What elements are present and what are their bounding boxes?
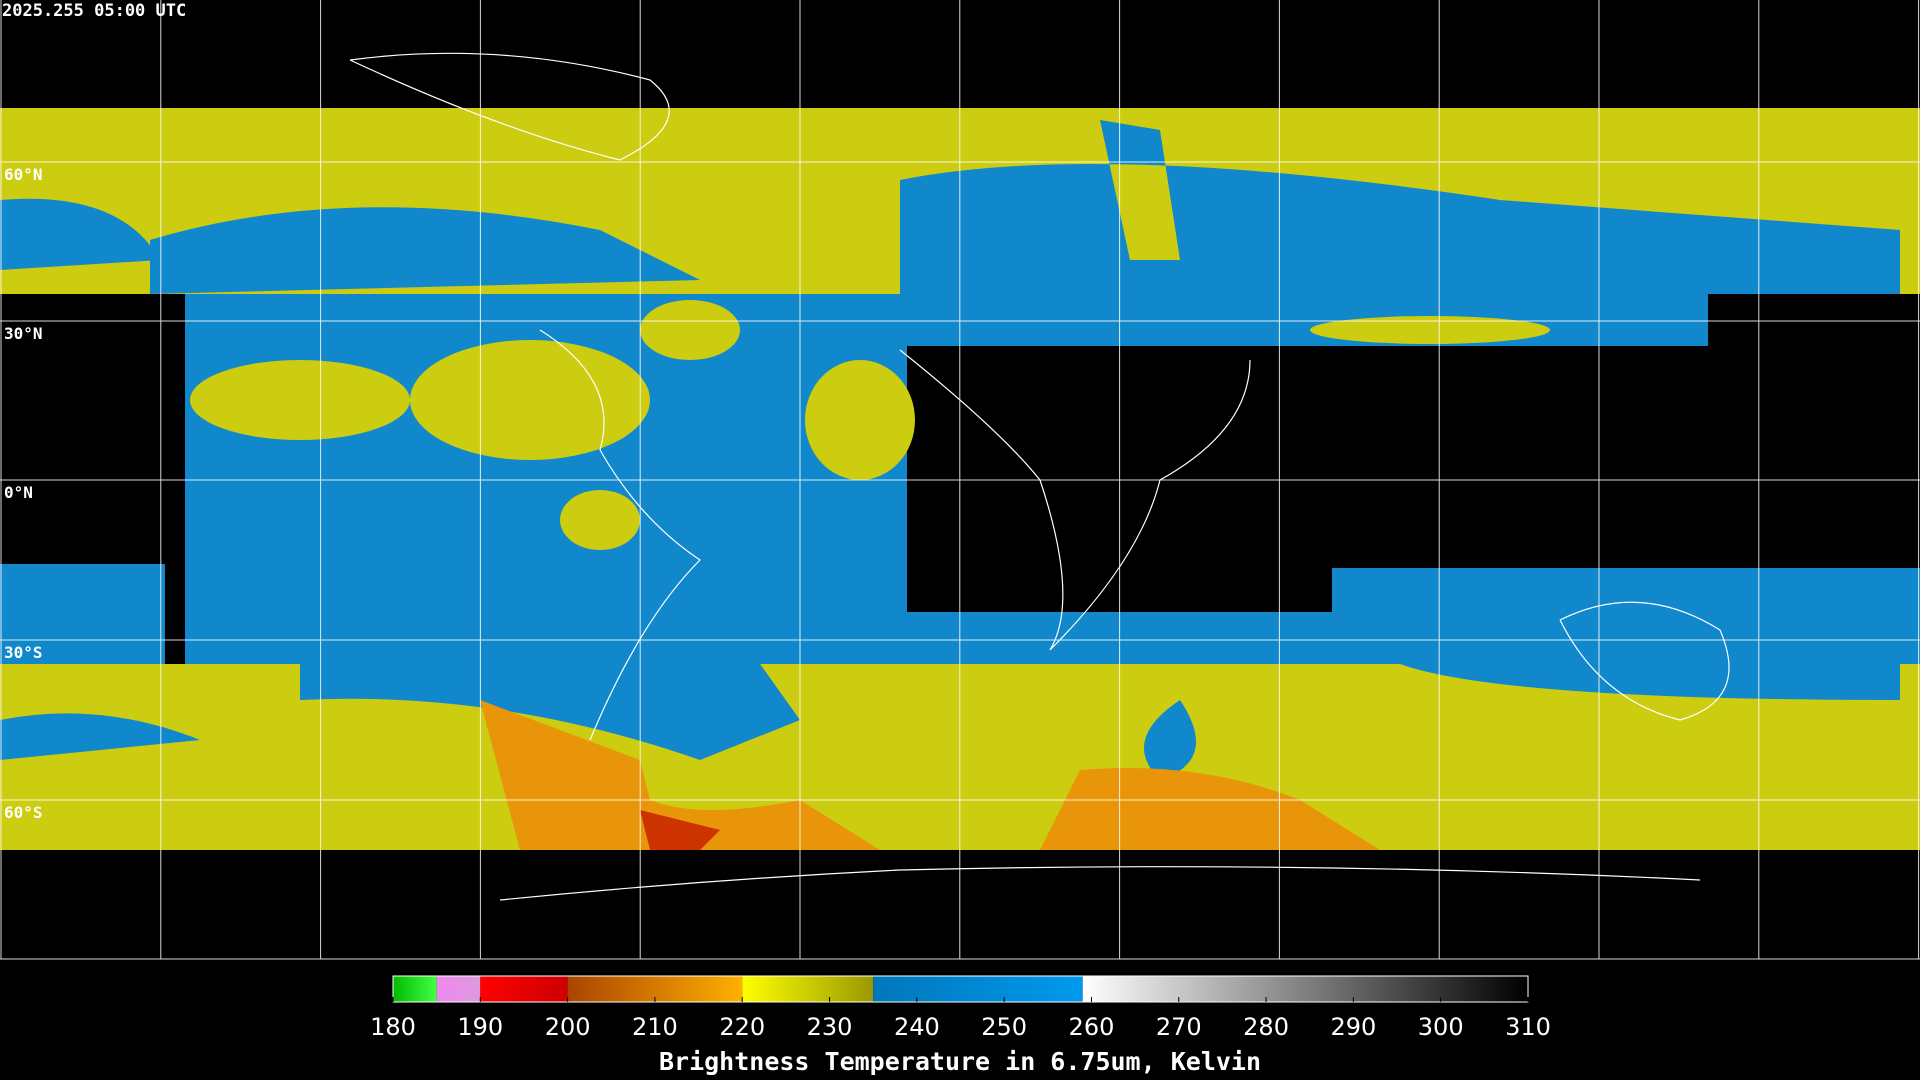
colorbar-tick-label: 190: [457, 1013, 503, 1041]
colorbar-tick-label: 250: [981, 1013, 1027, 1041]
colorbar-segment: [742, 976, 874, 1002]
lat-label: 30°S: [4, 643, 43, 662]
lat-label: 60°N: [4, 165, 43, 184]
lat-label: 0°N: [4, 483, 33, 502]
colorbar-segment: [480, 976, 568, 1002]
colorbar-tick-label: 220: [719, 1013, 765, 1041]
timestamp: 2025.255 05:00 UTC: [2, 1, 186, 21]
colorbar-tick-label: 210: [632, 1013, 678, 1041]
colorbar-tick-label: 310: [1505, 1013, 1551, 1041]
colorbar-tick-label: 200: [545, 1013, 591, 1041]
colorbar-segment: [393, 976, 437, 1002]
colorbar-label: Brightness Temperature in 6.75um, Kelvin: [659, 1047, 1261, 1076]
colorbar-tick-label: 290: [1330, 1013, 1376, 1041]
graticule: [0, 0, 1920, 960]
lat-label: 60°S: [4, 803, 43, 822]
lat-label: 30°N: [4, 324, 43, 343]
colorbar-tick-label: 180: [370, 1013, 416, 1041]
colorbar-frame: [392, 975, 1529, 1003]
colorbar-tick-label: 300: [1418, 1013, 1464, 1041]
colorbar-segment: [873, 976, 1083, 1002]
colorbar-segment: [1082, 976, 1528, 1002]
colorbar-tick-label: 240: [894, 1013, 940, 1041]
colorbar-tick-label: 280: [1243, 1013, 1289, 1041]
colorbar-tick-label: 270: [1156, 1013, 1202, 1041]
colorbar-tick-label: 260: [1069, 1013, 1115, 1041]
colorbar-segment: [436, 976, 481, 1002]
colorbar-tick-label: 230: [807, 1013, 853, 1041]
